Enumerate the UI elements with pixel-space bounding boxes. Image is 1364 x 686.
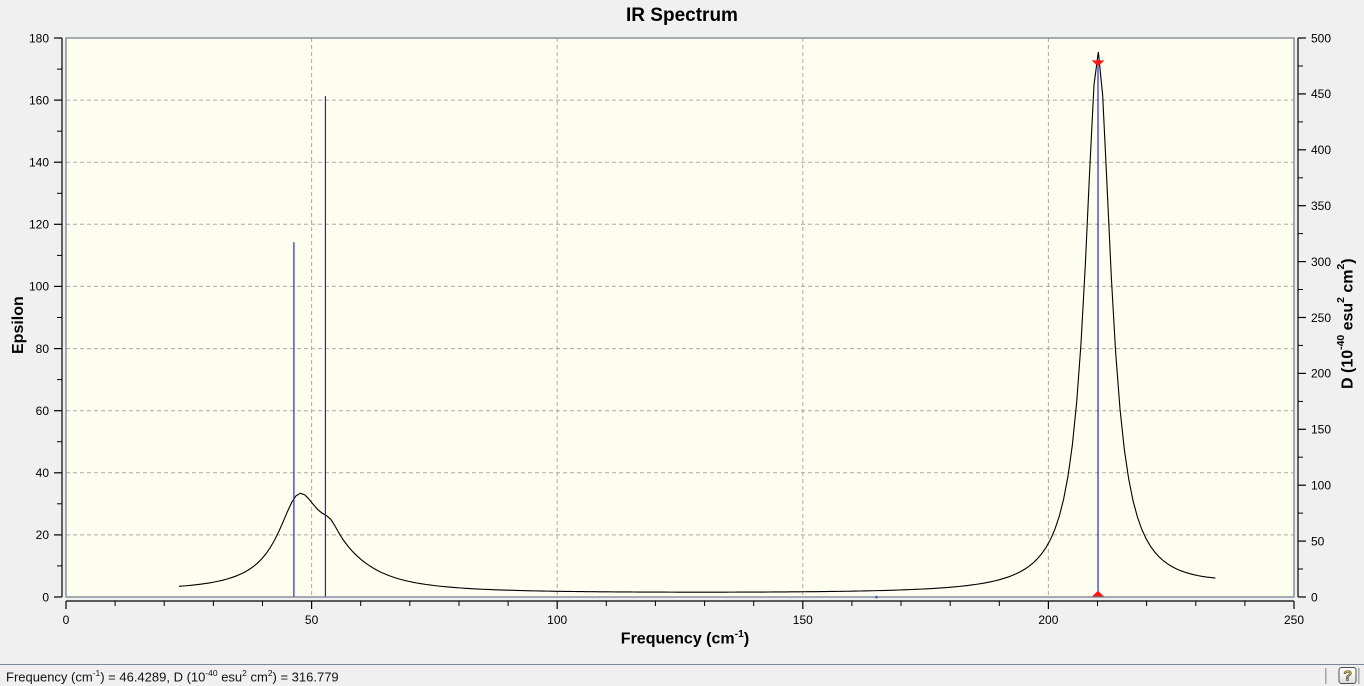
svg-text:50: 50 — [305, 613, 319, 627]
svg-text:400: 400 — [1311, 143, 1331, 157]
svg-text:100: 100 — [1311, 479, 1331, 493]
svg-text:100: 100 — [547, 613, 567, 627]
svg-text:100: 100 — [29, 280, 49, 294]
svg-text:80: 80 — [36, 342, 50, 356]
svg-text:60: 60 — [36, 404, 50, 418]
svg-text:300: 300 — [1311, 255, 1331, 269]
svg-text:250: 250 — [1311, 311, 1331, 325]
svg-text:200: 200 — [1038, 613, 1058, 627]
svg-text:20: 20 — [36, 528, 50, 542]
svg-text:0: 0 — [42, 590, 49, 604]
svg-text:?: ? — [1343, 668, 1352, 684]
svg-text:0: 0 — [1311, 590, 1318, 604]
svg-text:500: 500 — [1311, 31, 1331, 45]
svg-text:450: 450 — [1311, 87, 1331, 101]
svg-text:180: 180 — [29, 31, 49, 45]
svg-text:150: 150 — [793, 613, 813, 627]
svg-text:50: 50 — [1311, 534, 1325, 548]
svg-text:40: 40 — [36, 466, 50, 480]
svg-text:160: 160 — [29, 93, 49, 107]
svg-text:120: 120 — [29, 218, 49, 232]
svg-text:150: 150 — [1311, 423, 1331, 437]
svg-text:350: 350 — [1311, 199, 1331, 213]
svg-text:250: 250 — [1284, 613, 1304, 627]
svg-text:200: 200 — [1311, 367, 1331, 381]
svg-text:0: 0 — [63, 613, 70, 627]
svg-text:140: 140 — [29, 156, 49, 170]
